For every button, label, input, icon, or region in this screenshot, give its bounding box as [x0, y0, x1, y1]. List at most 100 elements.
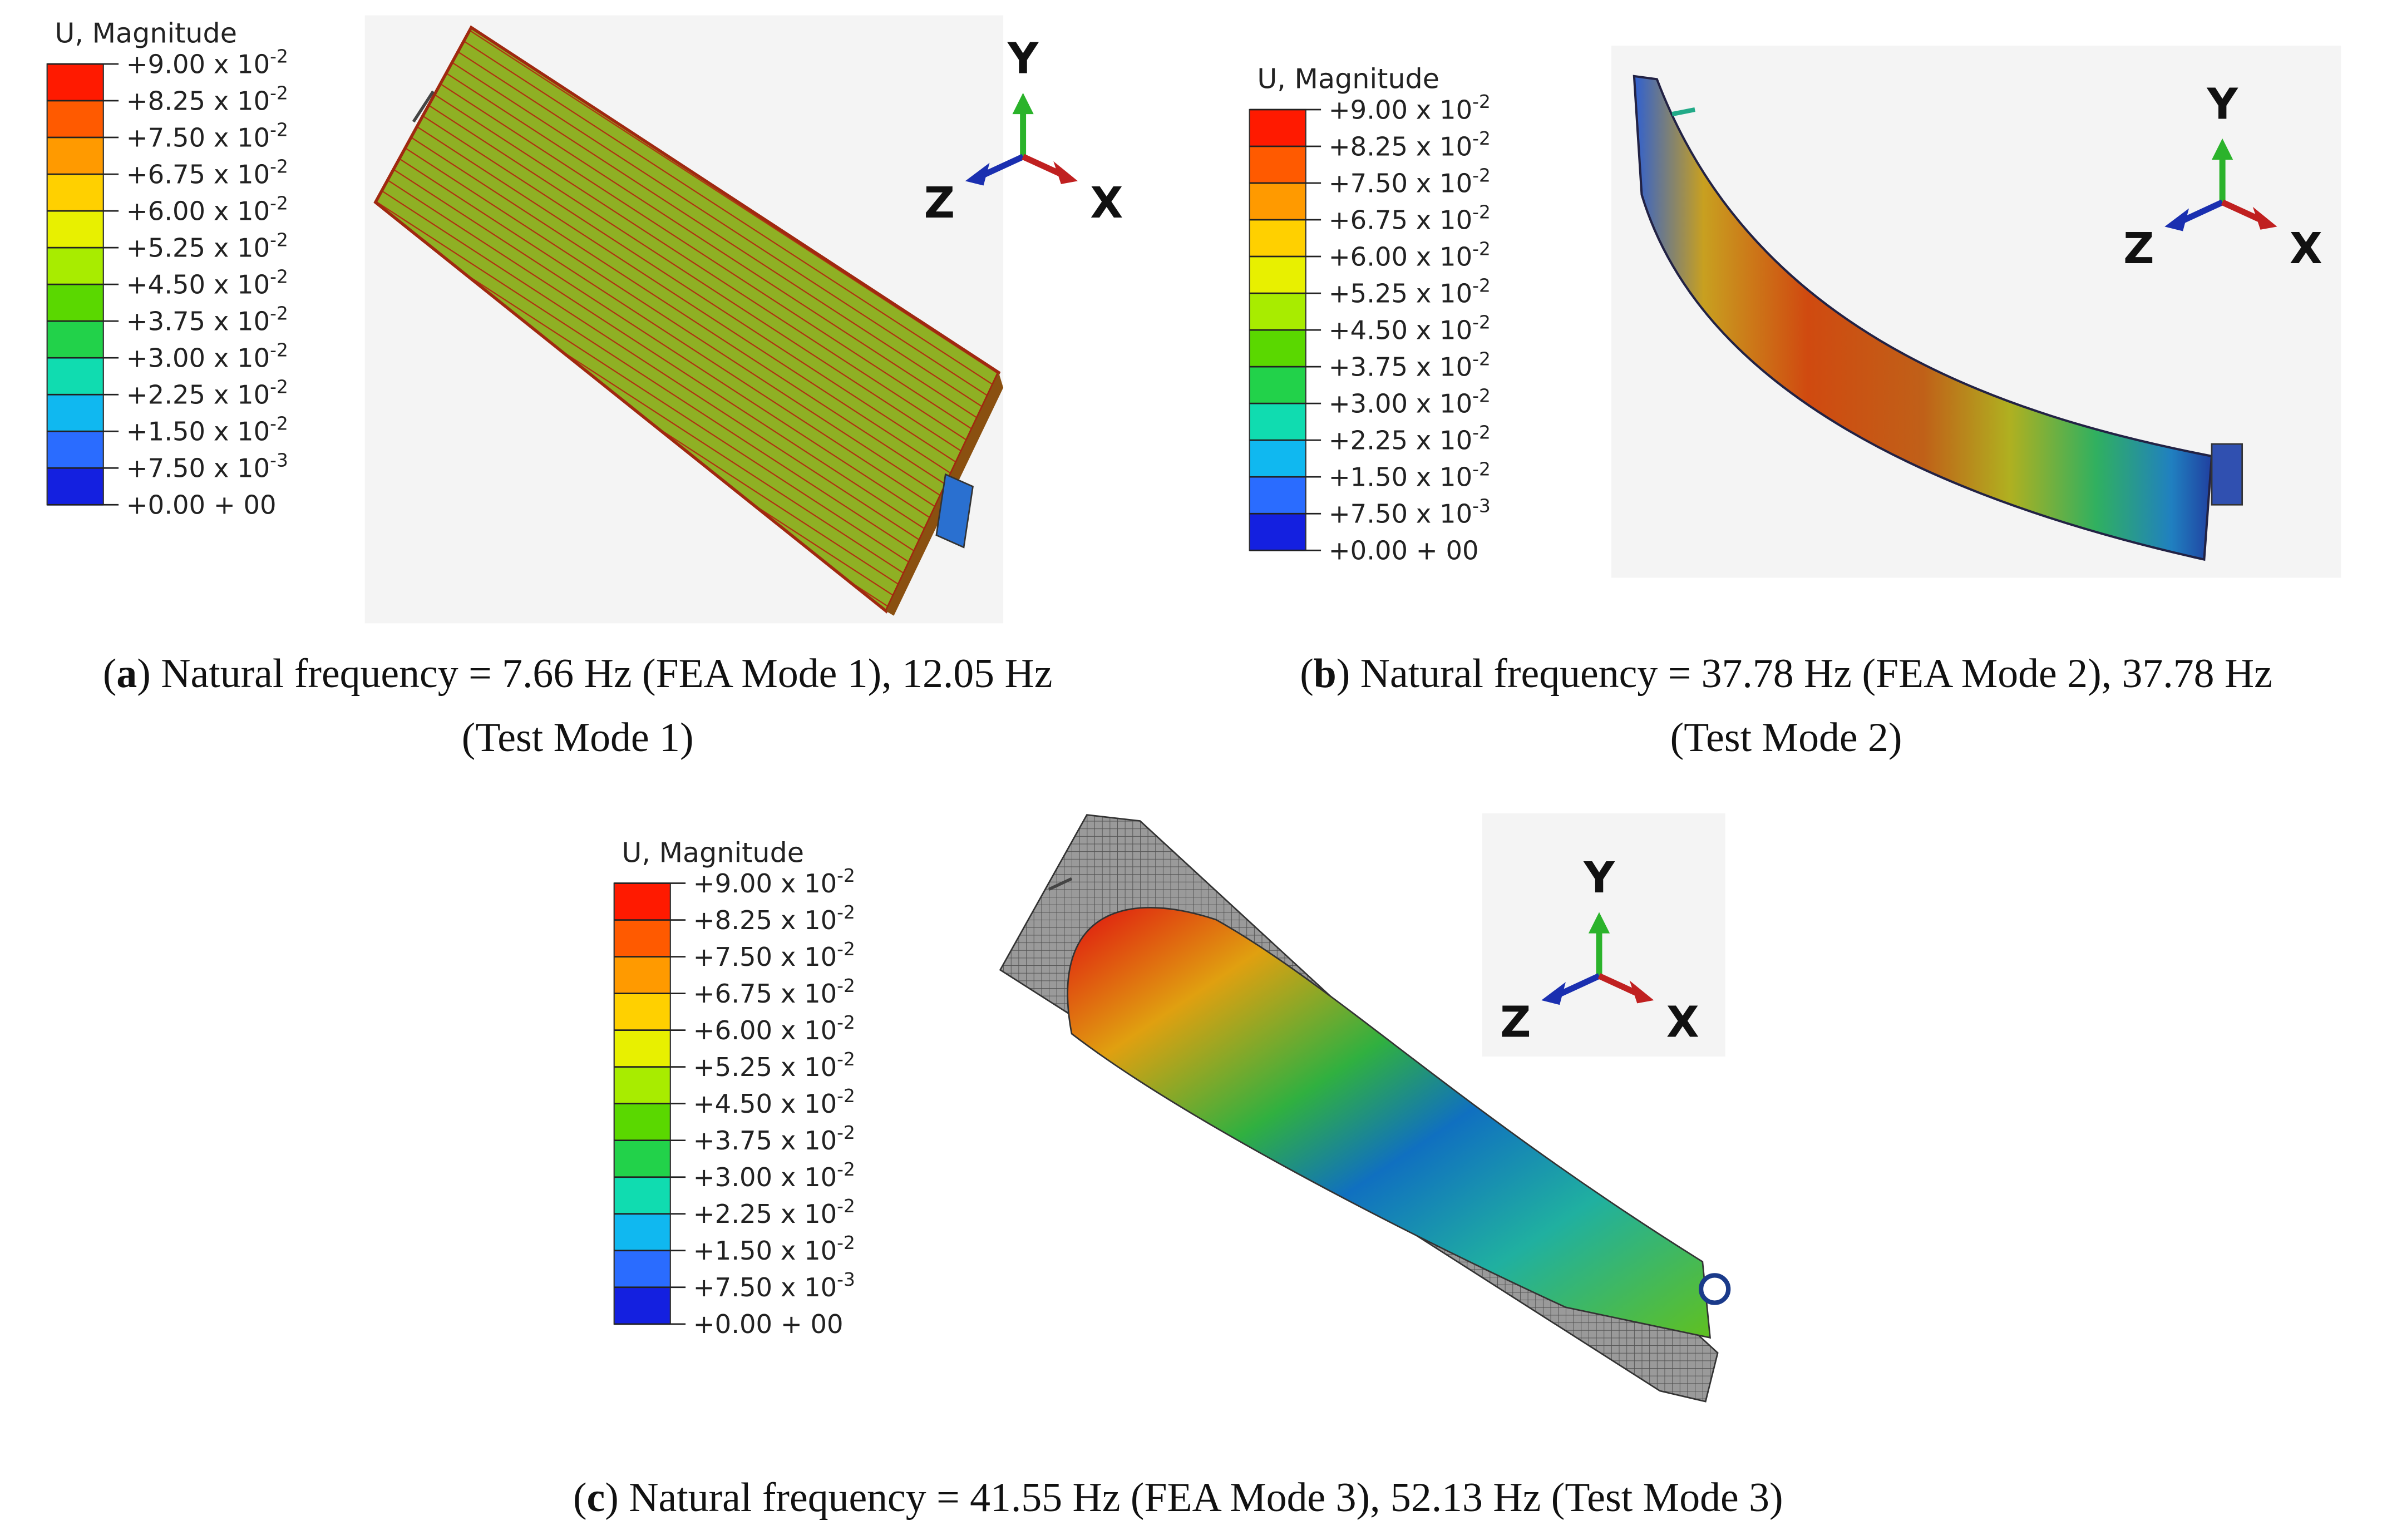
- legend-label-exponent: -2: [1472, 458, 1491, 480]
- legend-label: +3.00 x 10-2: [126, 339, 288, 373]
- legend-label-text: +5.25 x 10: [1329, 278, 1472, 308]
- legend-band: [47, 358, 103, 396]
- x-head: [1629, 980, 1654, 1004]
- legend-label: +1.50 x 10-2: [693, 1232, 855, 1266]
- y-head: [1012, 92, 1034, 115]
- caption-part: (: [1300, 650, 1314, 696]
- axis-triad: Y Z X: [1500, 853, 1699, 1048]
- caption-part: c: [587, 1474, 605, 1520]
- legend-label-exponent: -2: [1472, 91, 1491, 112]
- y-head: [2212, 138, 2233, 160]
- legend-label-text: +5.25 x 10: [126, 233, 270, 263]
- legend-label-exponent: -2: [270, 46, 288, 67]
- caption-part: (Test Mode 1): [462, 714, 694, 760]
- legend-label-text: +4.50 x 10: [1329, 315, 1472, 345]
- legend-label: +7.50 x 10-3: [693, 1269, 855, 1302]
- legend-label-text: +6.75 x 10: [126, 159, 270, 189]
- legend-label: +8.25 x 10-2: [693, 902, 855, 935]
- legend-label-text: +3.75 x 10: [1329, 352, 1472, 382]
- legend-label-exponent: -2: [837, 939, 855, 960]
- legend-label-text: +6.75 x 10: [693, 979, 837, 1009]
- legend-label-exponent: -2: [837, 1159, 855, 1180]
- legend-band: [614, 1177, 670, 1215]
- legend-band: [614, 1103, 670, 1142]
- legend-band: [47, 431, 103, 469]
- legend-label-text: +7.50 x 10: [693, 942, 837, 972]
- legend-band: [1249, 146, 1306, 184]
- legend-label-exponent: -2: [270, 82, 288, 103]
- z-head: [965, 162, 990, 186]
- legend-label: +2.25 x 10-2: [126, 376, 288, 409]
- legend-band: [1249, 367, 1306, 404]
- x-label: X: [1666, 998, 1699, 1047]
- legend-label: +3.00 x 10-2: [693, 1159, 855, 1192]
- legend-label-exponent: -2: [270, 303, 288, 324]
- legend-band: [47, 101, 103, 139]
- legend-band: [614, 1067, 670, 1105]
- legend-label-exponent: -2: [1472, 348, 1491, 369]
- caption-part: ) Natural frequency = 7.66 Hz (FEA Mode …: [137, 650, 1052, 696]
- caption: (c) Natural frequency = 41.55 Hz (FEA Mo…: [573, 1474, 1783, 1520]
- legend-label-text: +2.25 x 10: [693, 1199, 837, 1229]
- legend-label: +2.25 x 10-2: [1329, 422, 1491, 455]
- legend-label-exponent: -2: [837, 1122, 855, 1143]
- caption: (a) Natural frequency = 7.66 Hz (FEA Mod…: [103, 650, 1053, 696]
- legend-band: [1249, 330, 1306, 368]
- legend-label: +4.50 x 10-2: [126, 266, 288, 299]
- legend-label-text: +7.50 x 10: [126, 122, 270, 152]
- legend: U, Magnitude+9.00 x 10-2+8.25 x 10-2+7.5…: [46, 17, 288, 520]
- legend-label-text: +4.50 x 10: [126, 270, 270, 300]
- legend-band: [47, 468, 103, 506]
- legend-band: [1249, 514, 1306, 551]
- z-head: [2164, 208, 2189, 231]
- legend-band: [47, 211, 103, 249]
- y-label: Y: [1583, 853, 1615, 903]
- legend-label: +6.75 x 10-2: [1329, 201, 1491, 235]
- legend-band: [614, 1250, 670, 1289]
- x-head: [2252, 206, 2277, 230]
- beam-b: [1611, 46, 2341, 578]
- legend-label: +6.00 x 10-2: [126, 192, 288, 226]
- legend-label-exponent: -2: [1472, 422, 1491, 443]
- legend-label-exponent: -2: [837, 1085, 855, 1107]
- beam-a: [364, 15, 1004, 624]
- legend-label: +5.25 x 10-2: [126, 229, 288, 263]
- caption-part: ) Natural frequency = 37.78 Hz (FEA Mode…: [1337, 650, 2272, 696]
- z-arrow: [2181, 199, 2224, 224]
- legend-label-exponent: -3: [270, 450, 288, 471]
- legend-band: [1249, 293, 1306, 331]
- legend-label-text: +5.25 x 10: [693, 1052, 837, 1082]
- legend-band: [47, 248, 103, 285]
- y-label: Y: [1007, 34, 1039, 83]
- x-arrow: [1022, 154, 1061, 176]
- legend-label-exponent: -2: [1472, 312, 1491, 333]
- caption-part: a: [116, 650, 137, 696]
- legend-band: [1249, 256, 1306, 294]
- legend-label-text: +9.00 x 10: [693, 868, 837, 899]
- legend-label-text: +6.00 x 10: [1329, 241, 1472, 272]
- legend-label-text: +0.00 + 00: [693, 1309, 844, 1339]
- legend-label: +7.50 x 10-2: [1329, 165, 1491, 198]
- z-arrow: [1558, 973, 1601, 997]
- legend-label: +3.00 x 10-2: [1329, 385, 1491, 418]
- legend-label: +1.50 x 10-2: [126, 413, 288, 446]
- caption-part: ) Natural frequency = 41.55 Hz (FEA Mode…: [605, 1474, 1783, 1520]
- legend-label-text: +2.25 x 10: [126, 380, 270, 410]
- legend-label: +6.75 x 10-2: [126, 156, 288, 189]
- x-label: X: [2290, 224, 2322, 274]
- z-label: Z: [1500, 998, 1531, 1047]
- z-arrow: [982, 154, 1024, 178]
- legend-label: +6.00 x 10-2: [693, 1012, 855, 1045]
- legend-label: +9.00 x 10-2: [693, 865, 855, 899]
- legend-band: [47, 284, 103, 322]
- legend-label-exponent: -2: [1472, 238, 1491, 259]
- legend-label-text: +3.75 x 10: [693, 1126, 837, 1156]
- legend-label-exponent: -2: [270, 156, 288, 177]
- legend-label-exponent: -2: [837, 1232, 855, 1253]
- legend-label-exponent: -2: [837, 865, 855, 886]
- legend-label-exponent: -3: [1472, 495, 1491, 516]
- legend-label: +5.25 x 10-2: [1329, 275, 1491, 308]
- legend-label-text: +8.25 x 10: [126, 86, 270, 116]
- legend-label-exponent: -2: [270, 266, 288, 287]
